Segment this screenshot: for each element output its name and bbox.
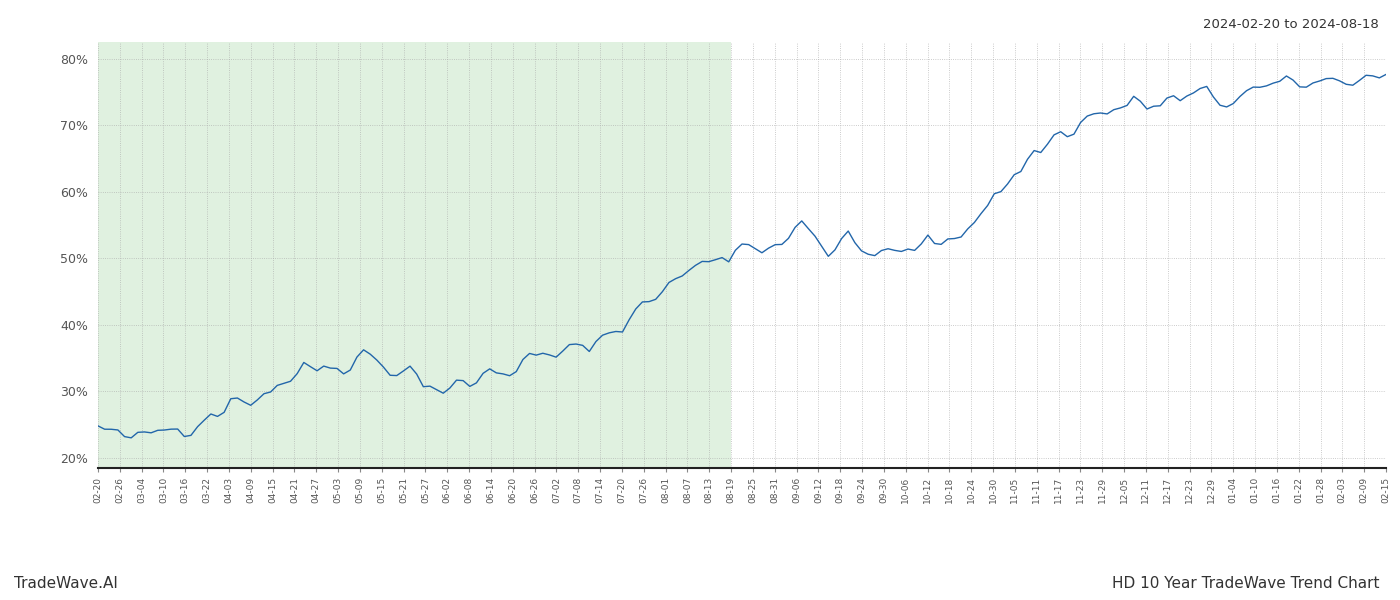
Text: HD 10 Year TradeWave Trend Chart: HD 10 Year TradeWave Trend Chart (1112, 576, 1379, 591)
Text: 2024-02-20 to 2024-08-18: 2024-02-20 to 2024-08-18 (1203, 18, 1379, 31)
Bar (98, 42, 731, 468)
Text: TradeWave.AI: TradeWave.AI (14, 576, 118, 591)
